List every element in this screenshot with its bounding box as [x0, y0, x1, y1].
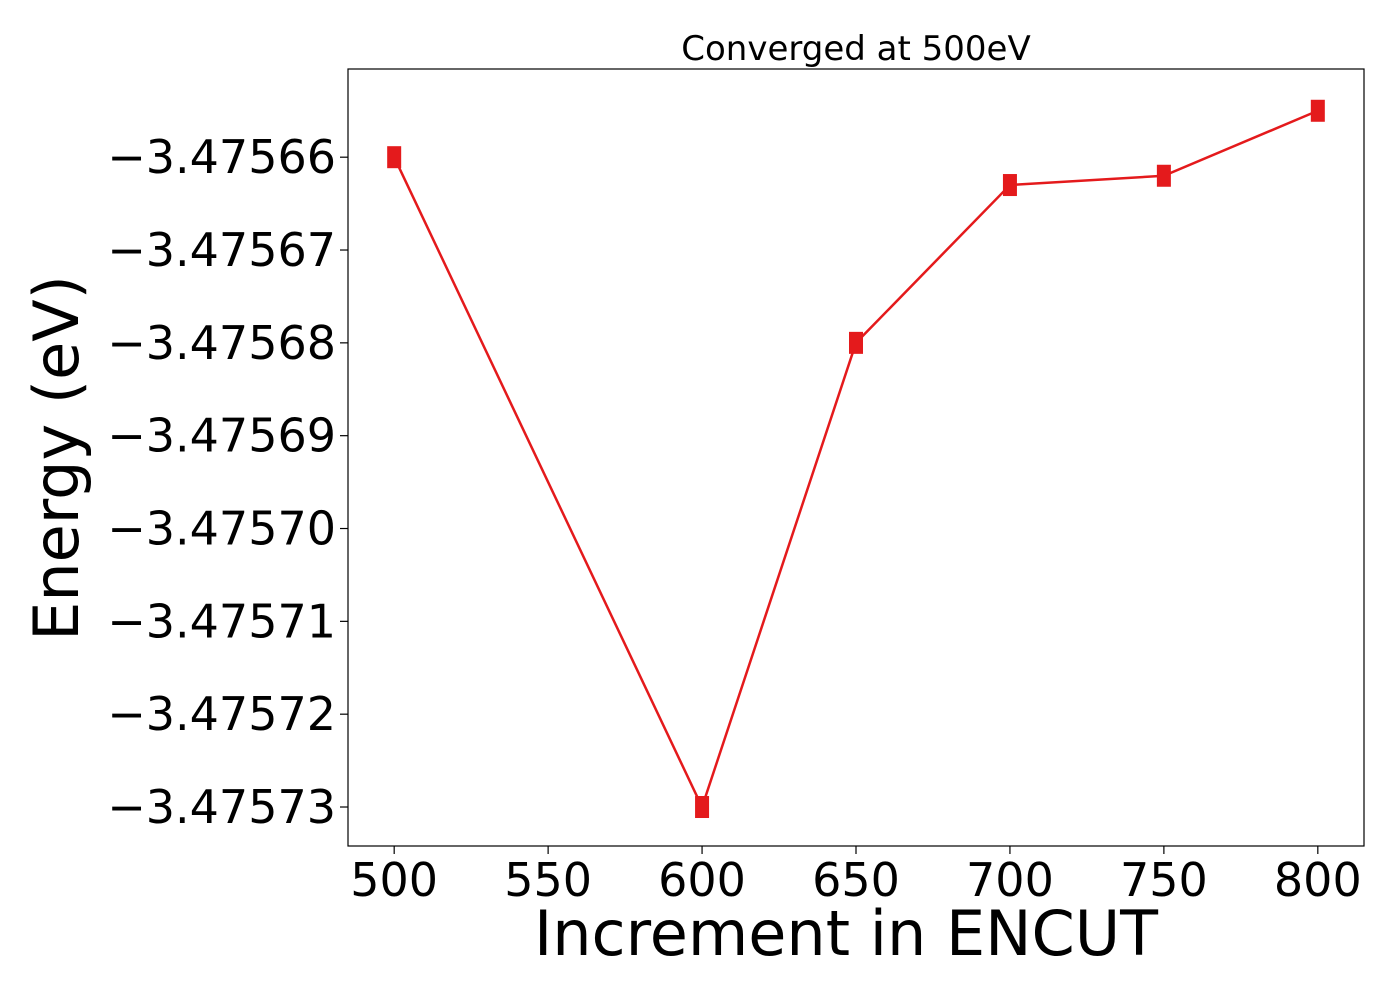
y-tick-label: −3.47566 — [107, 130, 336, 184]
plot-frame — [347, 68, 1365, 847]
y-axis-label: Energy (eV) — [20, 275, 93, 641]
x-tick-label: 550 — [504, 853, 592, 907]
y-tick-label: −3.47573 — [107, 780, 336, 834]
chart-title: Converged at 500eV — [681, 29, 1030, 69]
y-axis: −3.47566 −3.47567 −3.47568 −3.47569 −3.47570… — [107, 130, 348, 834]
y-tick-label: −3.47569 — [107, 409, 336, 463]
x-axis-label: Increment in ENCUT — [534, 897, 1159, 970]
plot-area — [387, 99, 1325, 819]
x-axis: 500 550 600 650 700 750 800 — [350, 846, 1362, 907]
series-line — [393, 109, 1319, 811]
y-tick-label: −3.47570 — [107, 502, 336, 556]
x-tick-label: 700 — [966, 853, 1054, 907]
y-tick-label: −3.47572 — [107, 687, 336, 741]
x-tick-label: 600 — [658, 853, 746, 907]
x-tick-label: 800 — [1274, 853, 1362, 907]
x-tick-label: 750 — [1120, 853, 1208, 907]
x-tick-label: 500 — [350, 853, 438, 907]
x-tick-label: 650 — [812, 853, 900, 907]
data-point — [695, 796, 710, 819]
data-point — [387, 146, 402, 169]
y-tick-label: −3.47568 — [107, 316, 336, 370]
data-point — [1310, 99, 1325, 122]
y-tick-label: −3.47567 — [107, 223, 336, 277]
y-tick-label: −3.47571 — [107, 594, 336, 648]
data-point — [1002, 174, 1017, 197]
data-point — [849, 331, 863, 354]
data-point — [1156, 164, 1171, 187]
